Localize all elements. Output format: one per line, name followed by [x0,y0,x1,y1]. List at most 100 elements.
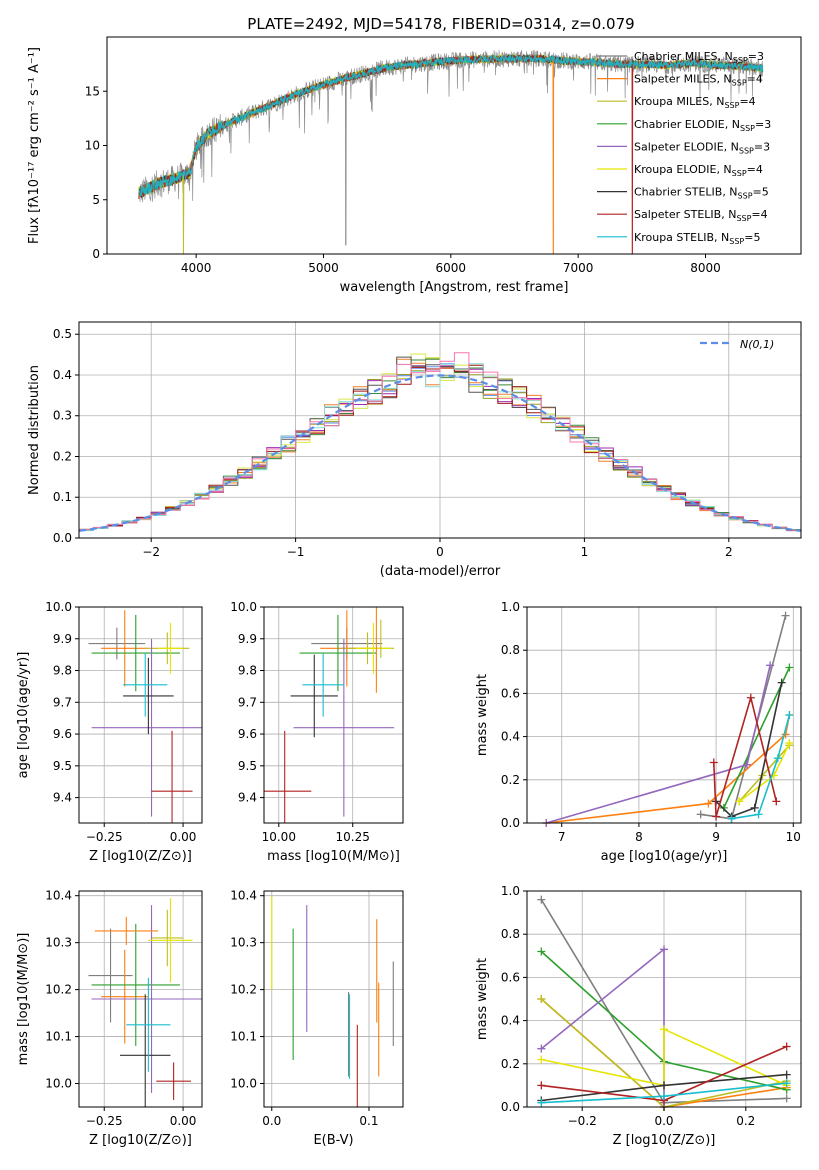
errorbar-point [94,916,158,945]
data-point-marker [704,799,713,808]
series-kroupa-elodie [537,1025,791,1090]
y-axis-label: Normed distribution [27,365,42,495]
x-tick-label: 4000 [181,261,212,275]
y-tick-label: 0.0 [53,531,72,545]
series-salpeter-stelib [537,1042,791,1105]
data-point-marker [727,814,736,823]
data-point-marker [537,895,546,904]
errorbar-point [264,730,312,823]
x-tick-label: 1 [581,545,589,559]
y-axis-label: mass weight [475,958,490,1040]
y-tick-label: 9.7 [238,695,257,709]
data-point-marker [766,661,775,670]
x-tick-label: 7 [558,830,566,844]
errorbar-point [302,653,344,717]
ticks: −2 −1 0 1 2 0.0 0.1 0.2 0.3 0.4 0.5 [53,327,733,559]
errorbar-point [299,614,377,692]
y-tick-label: 0.2 [501,773,520,787]
x-tick-label: 0.0 [262,1114,281,1128]
x-axis-label: (data-model)/error [380,564,501,579]
x-tick-label: 6000 [436,261,467,275]
ticks: −0.25 0.00 10.0 10.1 10.2 10.3 10.4 [45,889,196,1128]
data-point-marker [537,947,546,956]
data-point-marker [782,1070,791,1079]
series-line [715,682,783,818]
series-line [541,1027,788,1087]
errorbar-point [91,614,180,692]
figure-title: PLATE=2492, MJD=54178, FIBERID=0314, z=0… [247,15,634,33]
x-tick-label: 8000 [690,261,721,275]
legend-label: N(0,1) [740,338,774,351]
x-tick-label: 0.00 [170,830,197,844]
legend-label: Kroupa ELODIE, NSSP=4 [634,163,763,178]
data-point-marker [782,1094,791,1103]
plot-area [88,898,202,1107]
data-point-marker [660,1092,668,1101]
histogram-series [79,352,801,538]
y-tick-label: 0.6 [501,970,520,984]
y-axis-label: mass [log10(M/M⊙)] [16,933,31,1066]
histogram-series [79,363,801,538]
data-point-marker [785,711,794,719]
data-point-marker [785,739,794,748]
y-tick-label: 10.3 [230,936,257,950]
spectrum-panel: 4000 5000 6000 7000 8000 0 5 10 15 wavelength [An… [27,36,802,295]
series-line [723,667,791,809]
ticks: 7 8 9 10 0.0 0.2 0.4 0.6 0.8 1.0 [501,600,801,844]
y-tick-label: 9.8 [53,664,72,678]
plot-area [537,895,791,1111]
x-tick-label: 9 [712,830,720,844]
legend-label: Salpeter MILES, NSSP=4 [634,73,763,88]
legend-label: Salpeter STELIB, NSSP=4 [634,208,768,223]
x-tick-label: 0 [436,545,444,559]
data-point-marker [537,1098,546,1107]
x-axis-label: mass [log10(M/M⊙)] [267,849,400,864]
legend-label: Kroupa MILES, NSSP=4 [634,95,756,110]
x-tick-label: 10 [786,830,801,844]
series-line [540,947,665,1107]
weight-vs-age-panel: 7 8 9 10 0.0 0.2 0.4 0.6 0.8 1.0 age [log10(age/yr… [475,600,802,864]
ticks: −0.2 0.0 0.2 0.0 0.2 0.4 0.6 0.8 1.0 [501,884,755,1128]
y-tick-label: 9.4 [238,791,257,805]
x-tick-label: 0.0 [654,1114,673,1128]
axes-frame [526,606,802,824]
data-point-marker [782,1042,791,1051]
data-point-marker [785,663,794,672]
y-tick-label: 9.6 [238,727,257,741]
normal-reference-curve [79,374,801,532]
y-tick-label: 0.5 [53,327,72,341]
legend: N(0,1) [700,338,774,351]
errorbar-point [101,610,149,687]
errorbar-point [123,653,168,717]
y-tick-label: 9.5 [53,759,72,773]
weight-vs-metallicity-panel: −0.2 0.0 0.2 0.0 0.2 0.4 0.6 0.8 1.0 Z [log10(Z/Z… [475,884,802,1148]
y-tick-label: 10.3 [45,936,72,950]
errorbar-point [293,638,395,817]
data-point-marker [660,945,668,954]
data-point-marker [537,1044,546,1053]
errorbar-point [148,898,193,983]
data-point-marker [709,758,718,767]
y-tick-label: 9.8 [238,664,257,678]
y-tick-label: 0.0 [501,816,520,830]
age-vs-mass-panel: 10.00 10.25 9.4 9.5 9.6 9.7 9.8 9.9 10.0 mass [lo… [230,600,404,864]
data-point-marker [772,797,781,806]
y-tick-label: 10.1 [45,1030,72,1044]
legend: Chabrier MILES, NSSP=3 Salpeter MILES, NS… [597,50,771,246]
y-tick-label: 0.8 [501,643,520,657]
data-point-marker [781,611,790,620]
errorbar-point [91,638,202,817]
errorbar-point [355,622,392,674]
data-point-marker [537,1081,546,1090]
mass-vs-metallicity-panel: −0.25 0.00 10.0 10.1 10.2 10.3 10.4 Z [log10(Z/… [16,889,203,1148]
y-tick-label: 1.0 [501,600,520,614]
mass-vs-ebv-panel: 0.0 0.1 10.0 10.1 10.2 10.3 10.4 E(B-V) [230,889,404,1148]
x-tick-label: 10.25 [336,830,370,844]
series-chabrier-miles [696,611,790,823]
data-point-marker [660,1081,668,1090]
x-tick-label: 0.2 [736,1114,755,1128]
axes-frame [78,890,203,1108]
data-point-marker [777,678,786,687]
plot-area [79,352,801,538]
